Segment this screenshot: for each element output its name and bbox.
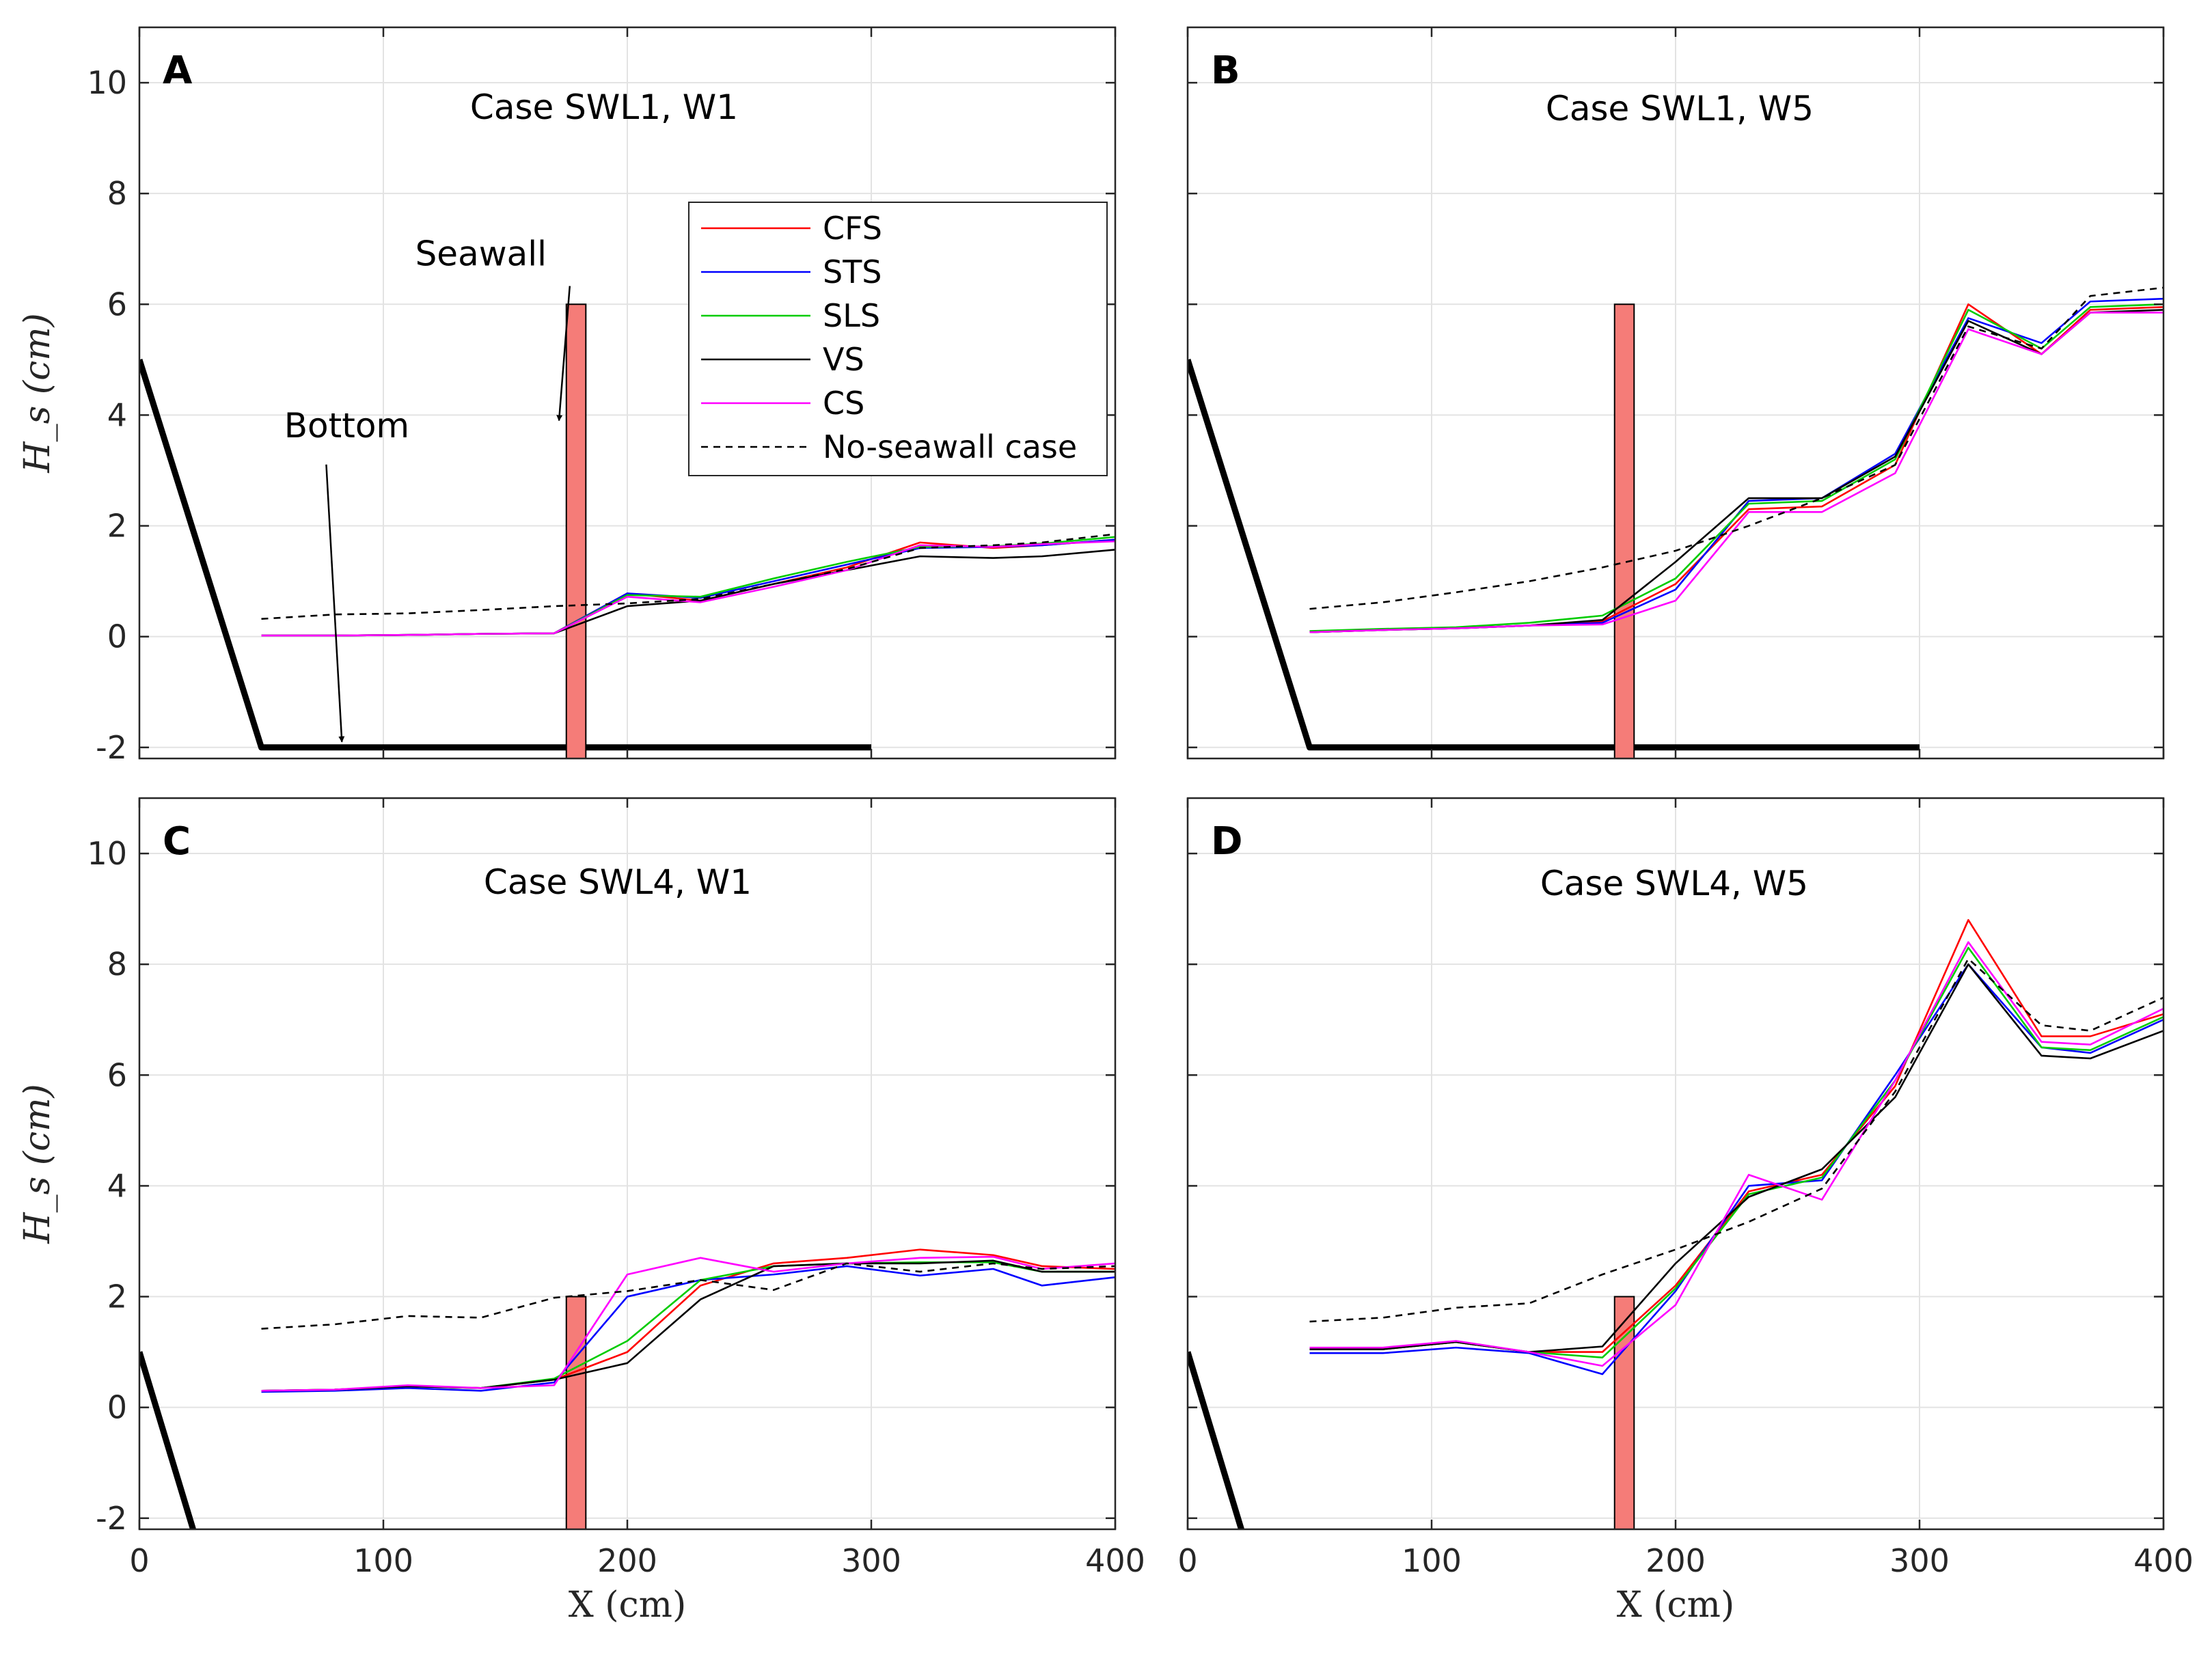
- panel-title: Case SWL4, W5: [1540, 864, 1808, 903]
- seawall: [565, 303, 587, 758]
- x-tick-label: 400: [2133, 1542, 2194, 1579]
- y-tick-label: 2: [107, 508, 127, 545]
- y-tick-label: -2: [96, 729, 127, 766]
- plot-area: [139, 303, 1115, 758]
- bottom-profile: [139, 359, 871, 751]
- y-tick-label: 2: [107, 1278, 127, 1315]
- legend-label: STS: [823, 254, 882, 290]
- series-line-cs: [1309, 312, 2163, 633]
- panel-title: Case SWL1, W1: [470, 87, 738, 127]
- bottom-profile: [1188, 1351, 1244, 1529]
- legend-box: [688, 202, 1108, 476]
- series-line-vs: [1309, 963, 2163, 1353]
- x-tick-label: 100: [353, 1542, 413, 1579]
- seawall: [1613, 1296, 1635, 1529]
- y-tick-label: 10: [87, 64, 127, 101]
- legend-label: No-seawall case: [823, 428, 1077, 465]
- panel-b: B Case SWL1, W5: [1186, 26, 2165, 760]
- legend-label: SLS: [823, 297, 880, 334]
- legend-label: CS: [823, 385, 864, 422]
- series-line-no-seawall-case: [261, 533, 1115, 620]
- series-line-no-seawall-case: [1309, 286, 2163, 610]
- panel-letter: C: [163, 819, 191, 864]
- y-tick-label: 8: [107, 175, 127, 212]
- series-line-vs: [261, 1259, 1115, 1392]
- y-tick-label: 8: [107, 946, 127, 983]
- axes: [1186, 26, 2165, 760]
- x-tick-label: 400: [1085, 1542, 1145, 1579]
- x-axis-label: X (cm): [1617, 1585, 1735, 1626]
- annotation-label: Seawall: [415, 234, 547, 274]
- x-tick-label: 0: [129, 1542, 149, 1579]
- annotation-arrow: [556, 286, 571, 422]
- panel-title: Case SWL4, W1: [484, 862, 752, 902]
- y-axis-label: H_s (cm): [17, 1084, 58, 1244]
- annotation-label: Bottom: [284, 406, 409, 446]
- annotation-bottom: Bottom: [284, 406, 409, 743]
- y-tick-label: 10: [87, 835, 127, 872]
- y-tick-label: 0: [107, 1389, 127, 1426]
- legend: CFS STS SLS VS CS No-seawall case: [688, 202, 1108, 476]
- x-tick-label: 200: [597, 1542, 657, 1579]
- panel-title: Case SWL1, W5: [1546, 89, 1814, 128]
- axes: 0 100 200 300 400: [1177, 797, 2194, 1579]
- annotation-arrow: [325, 464, 345, 743]
- seawall: [565, 1296, 587, 1529]
- panel-letter: D: [1211, 819, 1242, 864]
- panel-letter: A: [163, 49, 193, 93]
- y-tick-label: 4: [107, 1167, 127, 1204]
- x-tick-label: 100: [1402, 1542, 1462, 1579]
- y-tick-label: 0: [107, 618, 127, 655]
- annotation-seawall: Seawall: [415, 234, 571, 422]
- x-tick-label: 300: [1889, 1542, 1950, 1579]
- y-tick-label: 4: [107, 396, 127, 433]
- plot-area: [1188, 286, 2163, 758]
- series-line-cs: [1309, 941, 2163, 1367]
- y-tick-label: 6: [107, 1056, 127, 1093]
- panel-d: 0 100 200 300 400 D Case SWL4, W5 X (cm): [1177, 797, 2194, 1626]
- series-line-cs: [261, 540, 1115, 637]
- series-line-no-seawall-case: [261, 1262, 1115, 1330]
- grid: [1187, 798, 2164, 1529]
- y-tick-label: 6: [107, 286, 127, 323]
- y-axis-label: H_s (cm): [17, 313, 58, 474]
- x-tick-label: 0: [1177, 1542, 1197, 1579]
- seawall: [1613, 303, 1635, 758]
- bottom-profile: [1188, 359, 1920, 751]
- plot-area: [1188, 919, 2163, 1529]
- x-tick-label: 300: [841, 1542, 901, 1579]
- legend-label: VS: [823, 341, 864, 378]
- x-tick-label: 200: [1646, 1542, 1706, 1579]
- plot-area: [139, 1248, 1115, 1529]
- bottom-profile: [139, 1351, 196, 1529]
- y-tick-label: -2: [96, 1500, 127, 1537]
- series-line-cs: [261, 1255, 1115, 1392]
- panel-letter: B: [1211, 49, 1240, 93]
- panel-a: -2 0 2 4 6 8 10 A Case SWL1, W1 H_s (cm) Seawall Bo…: [17, 26, 1117, 766]
- x-axis-label: X (cm): [569, 1585, 687, 1626]
- legend-label: CFS: [823, 210, 882, 247]
- axes: -2 0 2 4 6 8 10: [87, 26, 1117, 766]
